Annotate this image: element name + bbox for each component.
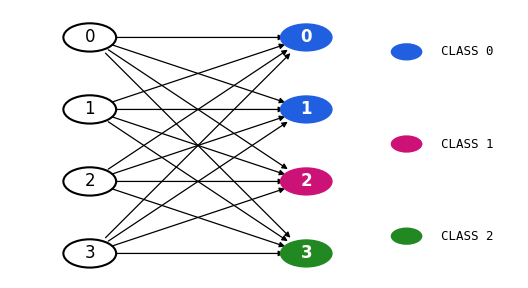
Text: CLASS 1: CLASS 1 (441, 137, 493, 151)
Text: 2: 2 (300, 173, 312, 190)
Text: CLASS 0: CLASS 0 (441, 45, 493, 58)
Ellipse shape (63, 23, 116, 52)
Circle shape (391, 43, 422, 60)
Text: 0: 0 (84, 29, 95, 46)
Ellipse shape (63, 167, 116, 196)
Text: 0: 0 (300, 29, 312, 46)
Ellipse shape (63, 239, 116, 268)
Ellipse shape (63, 95, 116, 124)
Text: 3: 3 (300, 245, 312, 262)
Ellipse shape (280, 239, 333, 268)
Ellipse shape (280, 23, 333, 52)
Ellipse shape (280, 167, 333, 196)
Text: 1: 1 (84, 101, 95, 118)
Circle shape (391, 228, 422, 245)
Circle shape (391, 135, 422, 153)
Text: CLASS 2: CLASS 2 (441, 230, 493, 243)
Ellipse shape (280, 95, 333, 124)
Text: 2: 2 (84, 173, 95, 190)
Text: 1: 1 (300, 101, 312, 118)
Text: 3: 3 (84, 245, 95, 262)
